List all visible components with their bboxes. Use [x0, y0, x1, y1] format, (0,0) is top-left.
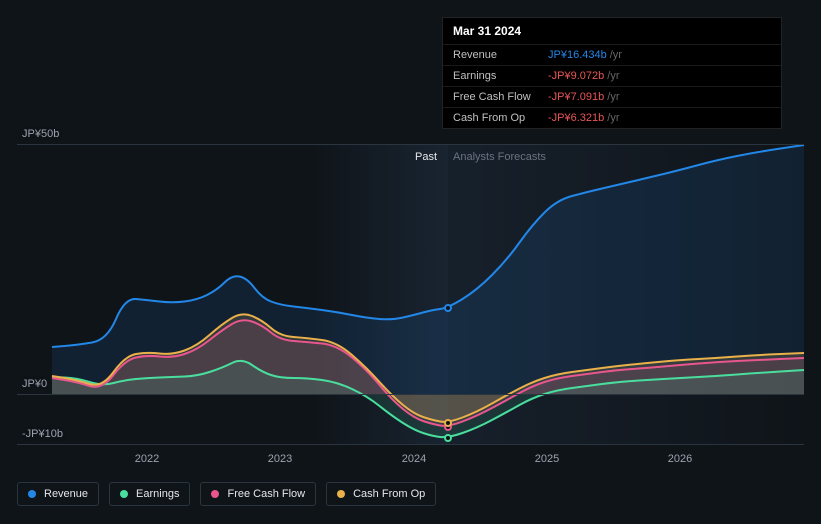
x-axis-label: 2022: [135, 453, 159, 465]
gridline: [17, 144, 804, 145]
x-axis-label: 2025: [535, 453, 559, 465]
tooltip-row-unit: /yr: [607, 91, 619, 103]
tooltip-row-label: Cash From Op: [453, 112, 548, 124]
tooltip-row-label: Earnings: [453, 70, 548, 82]
legend-label: Revenue: [44, 488, 88, 500]
tooltip-title: Mar 31 2024: [443, 18, 781, 44]
legend-dot: [211, 490, 219, 498]
tooltip-row: Cash From Op-JP¥6.321b/yr: [443, 107, 781, 128]
tooltip-row-value: -JP¥7.091b: [548, 91, 604, 103]
y-axis-label: JP¥0: [22, 378, 47, 390]
forecast-label: Analysts Forecasts: [453, 151, 546, 163]
tooltip: Mar 31 2024 RevenueJP¥16.434b/yrEarnings…: [442, 17, 782, 129]
tooltip-row-label: Free Cash Flow: [453, 91, 548, 103]
gridline: [17, 394, 804, 395]
legend-label: Free Cash Flow: [227, 488, 305, 500]
tooltip-row-label: Revenue: [453, 49, 548, 61]
marker-cash-from-op: [444, 419, 452, 427]
y-axis-label: -JP¥10b: [22, 428, 63, 440]
tooltip-row-value: -JP¥6.321b: [548, 112, 604, 124]
legend-item-free-cash-flow[interactable]: Free Cash Flow: [200, 482, 316, 506]
marker-revenue: [444, 304, 452, 312]
tooltip-row: Earnings-JP¥9.072b/yr: [443, 65, 781, 86]
tooltip-row-unit: /yr: [607, 112, 619, 124]
tooltip-row: Free Cash Flow-JP¥7.091b/yr: [443, 86, 781, 107]
y-axis-label: JP¥50b: [22, 128, 59, 140]
tooltip-row-unit: /yr: [610, 49, 622, 61]
legend-dot: [28, 490, 36, 498]
legend-dot: [337, 490, 345, 498]
x-axis-label: 2024: [402, 453, 426, 465]
tooltip-row-unit: /yr: [607, 70, 619, 82]
legend-dot: [120, 490, 128, 498]
gridline: [17, 444, 804, 445]
legend-label: Earnings: [136, 488, 179, 500]
x-axis-label: 2026: [668, 453, 692, 465]
legend-item-earnings[interactable]: Earnings: [109, 482, 190, 506]
legend: Revenue Earnings Free Cash Flow Cash From O…: [17, 482, 436, 506]
tooltip-row-value: JP¥16.434b: [548, 49, 607, 61]
past-label: Past: [415, 151, 437, 163]
tooltip-row-value: -JP¥9.072b: [548, 70, 604, 82]
x-axis-label: 2023: [268, 453, 292, 465]
marker-earnings: [444, 434, 452, 442]
legend-label: Cash From Op: [353, 488, 425, 500]
legend-item-revenue[interactable]: Revenue: [17, 482, 99, 506]
legend-item-cash-from-op[interactable]: Cash From Op: [326, 482, 436, 506]
tooltip-row: RevenueJP¥16.434b/yr: [443, 44, 781, 65]
